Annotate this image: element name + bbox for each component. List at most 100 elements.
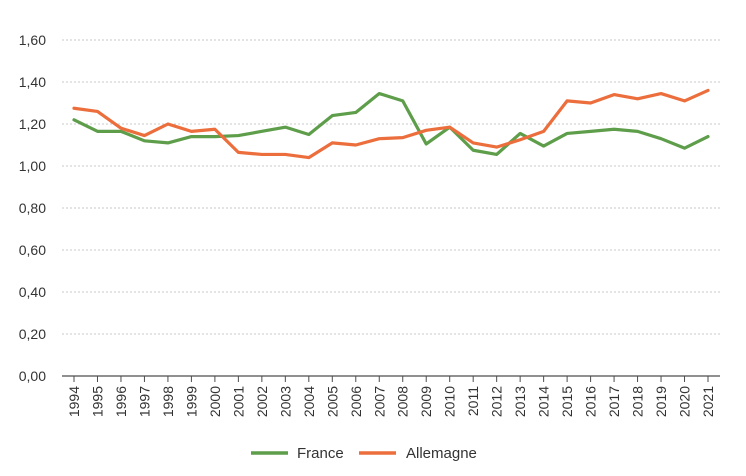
data-point-france <box>378 92 381 95</box>
x-tick-label: 2000 <box>207 386 223 417</box>
data-point-france <box>72 118 76 122</box>
data-point-allemagne <box>659 92 663 95</box>
x-tick-label: 2011 <box>465 386 481 416</box>
x-tick-label: 2002 <box>254 386 270 417</box>
data-point-allemagne <box>636 97 639 101</box>
data-point-france <box>425 142 428 146</box>
data-point-allemagne <box>284 153 287 156</box>
data-point-allemagne <box>425 129 428 132</box>
data-point-france <box>166 141 170 145</box>
x-tick-label: 2020 <box>677 386 693 417</box>
legend: France Allemagne <box>251 445 477 462</box>
y-tick-label: 0,00 <box>19 368 46 384</box>
data-point-allemagne <box>260 153 264 156</box>
data-point-france <box>354 111 357 114</box>
data-point-allemagne <box>237 151 240 154</box>
data-point-allemagne <box>190 130 193 133</box>
x-tick-label: 1994 <box>66 386 82 417</box>
data-point-allemagne <box>378 137 381 140</box>
x-tick-label: 2007 <box>371 386 387 417</box>
grid <box>62 39 720 335</box>
series-line-france <box>72 91 710 157</box>
y-tick-label: 1,60 <box>19 32 46 48</box>
data-point-allemagne <box>683 99 686 103</box>
data-point-france <box>706 135 710 138</box>
data-point-allemagne <box>706 89 710 92</box>
y-tick-label: 0,40 <box>19 284 46 300</box>
data-point-france <box>143 139 146 142</box>
data-point-france <box>190 135 193 138</box>
data-point-france <box>331 114 334 117</box>
data-point-france <box>518 132 522 135</box>
data-point-france <box>683 146 686 150</box>
x-tick-label: 2018 <box>630 386 646 417</box>
data-point-france <box>119 130 123 133</box>
y-tick-label: 0,60 <box>19 242 46 258</box>
data-point-allemagne <box>119 127 123 130</box>
x-tick-label: 2021 <box>700 386 716 417</box>
data-point-allemagne <box>471 141 475 145</box>
data-point-france <box>260 130 264 133</box>
data-point-france <box>401 99 404 103</box>
x-tick-label: 2008 <box>395 386 411 417</box>
series-line-allemagne <box>72 88 710 160</box>
x-tick-label: 2010 <box>442 386 458 417</box>
data-point-allemagne <box>565 99 569 103</box>
data-point-allemagne <box>589 101 592 105</box>
series-lines <box>72 88 710 160</box>
data-point-allemagne <box>401 136 404 139</box>
data-point-allemagne <box>213 128 217 131</box>
x-tick-label: 2004 <box>301 386 317 417</box>
x-tick-label: 2019 <box>653 386 669 417</box>
data-point-france <box>471 149 475 152</box>
axes: 0,00 0,20 0,40 0,60 0,80 1,00 1,20 1,40 1,60 1994… <box>19 32 720 417</box>
y-tick-label: 0,80 <box>19 200 46 216</box>
data-point-allemagne <box>518 138 522 141</box>
data-point-allemagne <box>143 134 146 137</box>
data-point-allemagne <box>612 93 616 96</box>
data-point-france <box>495 153 498 156</box>
x-tick-label: 2006 <box>348 386 364 417</box>
x-tick-label: 1998 <box>160 386 176 417</box>
x-tick-label: 1999 <box>183 386 199 417</box>
x-tick-label: 1996 <box>113 386 129 417</box>
data-point-allemagne <box>495 145 498 149</box>
data-point-allemagne <box>166 122 170 126</box>
data-point-allemagne <box>96 110 99 113</box>
data-point-france <box>565 132 569 135</box>
x-tick-label: 2017 <box>606 386 622 417</box>
y-tick-label: 1,40 <box>19 74 46 90</box>
data-point-france <box>307 133 311 136</box>
y-tick-label: 1,20 <box>19 116 46 132</box>
data-point-france <box>213 135 217 138</box>
y-tick-label: 1,00 <box>19 158 46 174</box>
x-tick-label: 2015 <box>559 386 575 417</box>
data-point-france <box>636 130 639 133</box>
data-point-allemagne <box>331 141 334 145</box>
data-point-allemagne <box>307 156 311 159</box>
data-point-france <box>237 134 240 137</box>
x-tick-label: 2013 <box>512 386 528 417</box>
data-point-france <box>659 137 663 140</box>
y-tick-label: 0,20 <box>19 326 46 342</box>
x-tick-label: 2003 <box>277 386 293 417</box>
x-tick-label: 2005 <box>324 386 340 417</box>
data-point-allemagne <box>354 143 357 147</box>
data-point-france <box>612 128 616 131</box>
x-tick-label: 2014 <box>536 386 552 417</box>
data-point-france <box>589 130 592 133</box>
x-tick-label: 2001 <box>230 386 246 417</box>
x-tick-label: 2009 <box>418 386 434 417</box>
data-point-france <box>96 130 99 133</box>
x-tick-label: 2016 <box>583 386 599 417</box>
legend-label-france: France <box>297 445 344 462</box>
data-point-france <box>542 144 545 148</box>
x-tick-label: 1997 <box>136 386 152 417</box>
legend-label-allemagne: Allemagne <box>406 445 477 462</box>
data-point-allemagne <box>72 107 76 110</box>
x-tick-label: 2012 <box>489 386 505 417</box>
data-point-france <box>284 125 287 129</box>
x-tick-label: 1995 <box>89 386 105 417</box>
data-point-allemagne <box>448 125 451 129</box>
